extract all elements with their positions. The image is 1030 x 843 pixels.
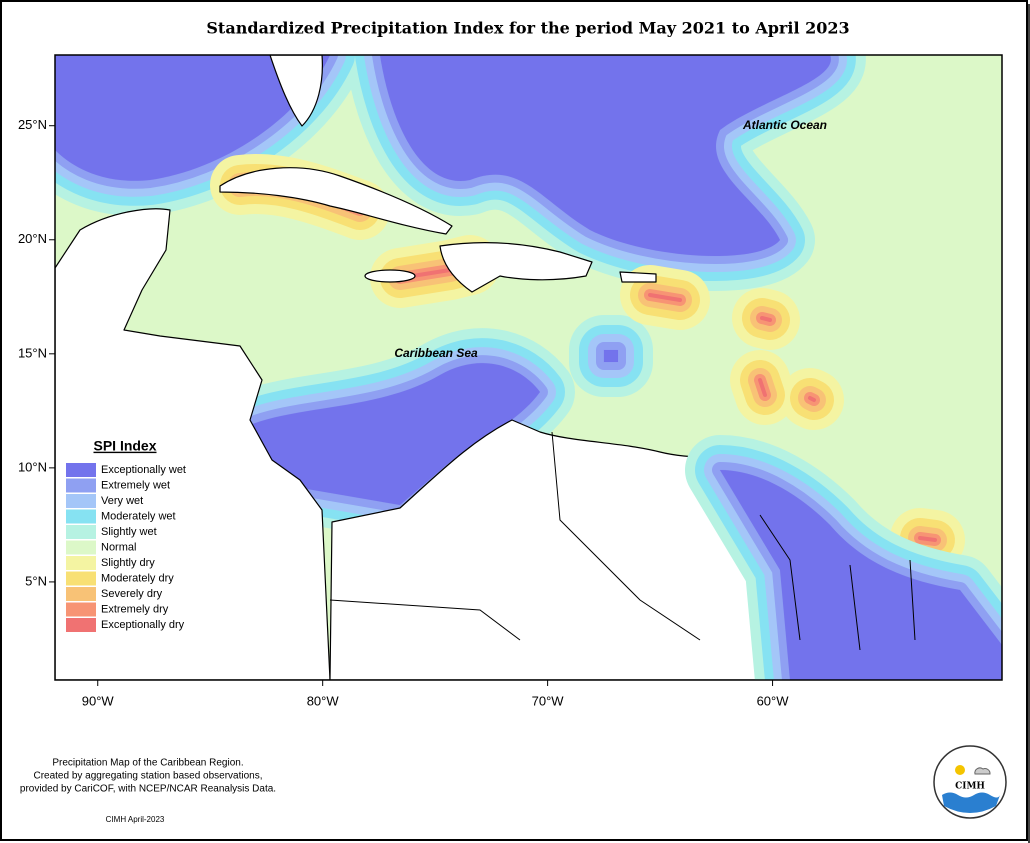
legend-swatch: [66, 587, 96, 601]
legend-swatch: [66, 602, 96, 617]
legend-label: Extremely wet: [101, 479, 170, 491]
x-tick-label: 60°W: [757, 693, 790, 708]
map: Atlantic Ocean Caribbean Sea: [55, 55, 1002, 680]
x-tick-label: 90°W: [82, 693, 115, 708]
legend-label: Severely dry: [101, 588, 163, 600]
sea-label: Caribbean Sea: [394, 346, 478, 360]
legend-label: Slightly dry: [101, 557, 155, 569]
footer-note: Created by aggregating station based obs…: [33, 771, 262, 782]
logo-sun: [955, 765, 965, 775]
legend-swatch: [66, 618, 96, 632]
wet-areas: [685, 435, 1002, 680]
spi-zone: [760, 316, 772, 322]
wet-areas: [55, 55, 866, 540]
logo-cloud: [974, 767, 991, 775]
shadow: [1028, 4, 1030, 843]
legend-swatch: [66, 478, 96, 493]
footer-credit: CIMH April-2023: [106, 815, 165, 824]
logo-waves: [942, 792, 1000, 813]
spi-zone: [603, 349, 619, 363]
legend-swatch: [66, 463, 96, 477]
y-tick-label: 10°N: [18, 459, 47, 474]
legend-label: Very wet: [101, 495, 143, 507]
axes: 90°W 80°W 70°W 60°W 25°N 20°N 15°N 10°N 5°N: [18, 117, 789, 708]
map-title: Standardized Precipitation Index for the…: [206, 19, 849, 38]
legend: SPI Index Exceptionally wet Extremely wet…: [66, 438, 186, 632]
legend-label: Moderately wet: [101, 510, 176, 522]
ocean-label: Atlantic Ocean: [742, 118, 827, 132]
footer-note: Precipitation Map of the Caribbean Regio…: [52, 758, 243, 769]
y-tick-label: 20°N: [18, 231, 47, 246]
legend-label: Moderately dry: [101, 572, 174, 584]
land: [55, 208, 331, 680]
footer: Precipitation Map of the Caribbean Regio…: [20, 758, 276, 824]
legend-swatch: [66, 525, 96, 539]
spi-zone: [719, 469, 1002, 680]
spi-zone: [918, 536, 937, 542]
x-tick-label: 80°W: [307, 693, 340, 708]
legend-label: Exceptionally wet: [101, 464, 186, 476]
land: [439, 242, 593, 293]
y-tick-label: 15°N: [18, 345, 47, 360]
spi-zone: [808, 396, 816, 402]
legend-swatch: [66, 556, 96, 570]
legend-swatch: [66, 494, 96, 508]
legend-label: Exceptionally dry: [101, 619, 185, 631]
land: [219, 167, 453, 235]
legend-label: Slightly wet: [101, 526, 157, 538]
footer-note: provided by CariCOF, with NCEP/NCAR Rean…: [20, 784, 276, 795]
legend-label: Extremely dry: [101, 603, 169, 615]
map-frame: [54, 54, 1003, 681]
border: [329, 431, 916, 651]
x-tick-label: 70°W: [532, 693, 565, 708]
spi-zone: [648, 293, 682, 302]
spi-zone: [758, 378, 767, 397]
land: [364, 269, 416, 283]
legend-title: SPI Index: [93, 438, 156, 454]
legend-swatch: [66, 571, 96, 586]
legend-swatch: [66, 509, 96, 524]
land: [619, 271, 657, 283]
legend-swatch: [66, 540, 96, 555]
legend-label: Normal: [101, 541, 136, 553]
y-tick-label: 5°N: [25, 573, 47, 588]
land: [269, 55, 323, 127]
logo-text: CIMH: [955, 782, 985, 792]
logo: CIMH: [933, 745, 1007, 819]
y-tick-label: 25°N: [18, 117, 47, 132]
